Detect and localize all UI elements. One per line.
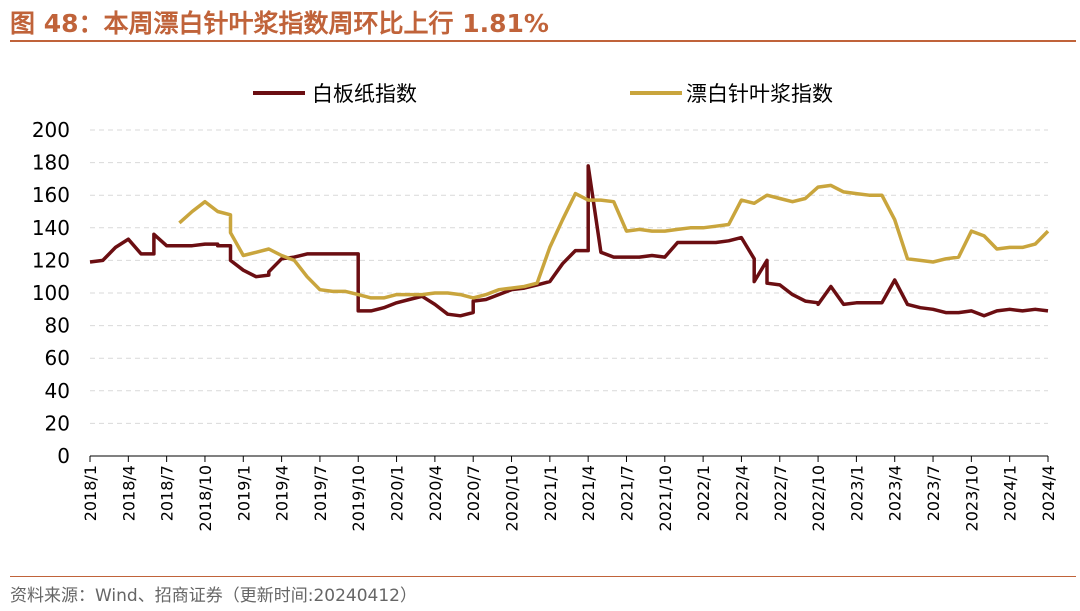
series-line-2 (178, 183, 1050, 300)
source-note: 资料来源：Wind、招商证券（更新时间:20240412） (10, 586, 417, 606)
x-tick-label: 2021/1 (541, 465, 560, 521)
y-tick-label: 120 (32, 248, 70, 272)
x-tick-label: 2019/7 (311, 465, 330, 521)
x-tick-label: 2023/1 (847, 465, 866, 521)
y-tick-label: 100 (32, 281, 70, 305)
x-tick-label: 2023/4 (886, 465, 905, 521)
series-line-1 (89, 164, 1049, 318)
y-tick-label: 200 (32, 118, 70, 142)
y-tick-label: 40 (45, 379, 70, 403)
y-tick-label: 80 (45, 314, 70, 338)
x-tick-label: 2022/4 (732, 465, 751, 521)
x-tick-label: 2021/7 (617, 465, 636, 521)
x-tick-label: 2020/10 (503, 465, 522, 531)
figure-title: 图 48：本周漂白针叶浆指数周环比上行 1.81% (10, 9, 549, 38)
title-divider (10, 40, 1076, 42)
x-tick-label: 2019/1 (234, 465, 253, 521)
x-tick-label: 2018/7 (158, 465, 177, 521)
y-tick-label: 60 (45, 346, 70, 370)
y-tick-label: 20 (45, 411, 70, 435)
y-tick-label: 140 (32, 216, 70, 240)
legend-label-2: 漂白针叶浆指数 (686, 82, 833, 106)
x-tick-label: 2022/7 (771, 465, 790, 521)
x-tick-label: 2021/10 (656, 465, 675, 531)
x-tick-label: 2020/7 (464, 465, 483, 521)
x-tick-label: 2018/1 (81, 465, 100, 521)
x-tick-label: 2020/4 (426, 465, 445, 521)
x-tick-label: 2018/10 (196, 465, 215, 531)
y-tick-label: 180 (32, 151, 70, 175)
x-tick-label: 2023/10 (962, 465, 981, 531)
source-divider (10, 576, 1076, 577)
y-tick-label: 0 (57, 444, 70, 468)
x-tick-label: 2023/7 (924, 465, 943, 521)
x-tick-label: 2022/1 (694, 465, 713, 521)
x-tick-label: 2021/4 (579, 465, 598, 521)
x-tick-label: 2024/1 (1001, 465, 1020, 521)
x-tick-label: 2022/10 (809, 465, 828, 531)
x-tick-label: 2024/4 (1039, 465, 1058, 521)
x-tick-label: 2019/4 (273, 465, 292, 521)
legend-label-1: 白板纸指数 (312, 82, 417, 106)
line-chart: 0 20 40 60 80 100 120 140 160 180 200 2018/1 2018/4 2… (32, 82, 1058, 531)
x-tick-label: 2018/4 (119, 465, 138, 521)
x-tick-label: 2019/10 (349, 465, 368, 531)
x-tick-label: 2020/1 (388, 465, 407, 521)
y-tick-label: 160 (32, 183, 70, 207)
